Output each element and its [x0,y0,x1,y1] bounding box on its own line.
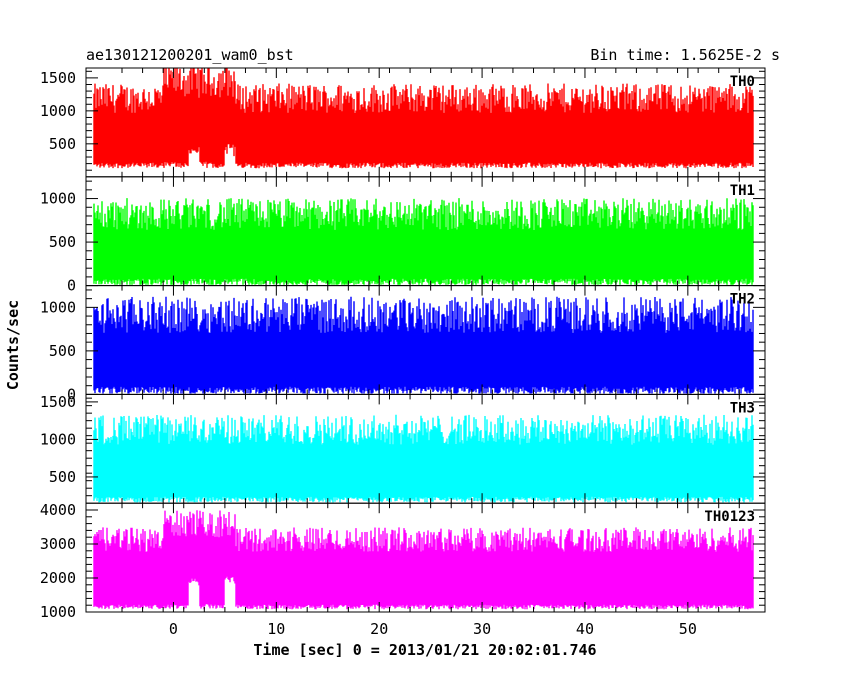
y-tick-label: 500 [49,468,76,486]
y-tick-label: 4000 [40,501,76,519]
x-tick-label: 40 [576,620,594,638]
x-tick-label: 10 [267,620,285,638]
y-tick-label: 0 [67,277,76,295]
y-tick-label: 1000 [40,102,76,120]
x-axis-title: Time [sec] 0 = 2013/01/21 20:02:01.746 [253,641,596,659]
panels-group: 500 1000 1500 TH0 0 500 1000 TH1 0 500 1000 TH2 500 1… [40,67,766,621]
series-th0 [93,68,754,169]
bin-time-label: Bin time: 1.5625E-2 s [590,46,780,64]
y-tick-label: 1500 [40,69,76,87]
y-tick-label: 500 [49,233,76,251]
x-axis: 0 10 20 30 40 50 [169,620,697,638]
y-tick-label: 2000 [40,569,76,587]
y-tick-label: 3000 [40,535,76,553]
x-tick-label: 20 [370,620,388,638]
x-tick-label: 50 [679,620,697,638]
panel-th1: 0 500 1000 TH1 [40,176,766,295]
y-tick-label: 1000 [40,603,76,621]
x-tick-label: 0 [169,620,178,638]
y-axis-title: Counts/sec [4,300,22,390]
series-th1 [93,198,754,285]
panel-th0: 500 1000 1500 TH0 [40,67,766,178]
y-tick-label: 0 [67,385,76,403]
panel-th0123: 1000 2000 3000 4000 TH0123 [40,501,766,621]
y-tick-label: 500 [49,135,76,153]
panel-label-th1: TH1 [730,183,755,199]
panel-label-th2: TH2 [730,292,755,308]
y-tick-label: 1000 [40,190,76,208]
series-th3 [93,414,754,503]
panel-th3: 500 1000 1500 TH3 [40,393,766,504]
panel-label-th3: TH3 [730,400,755,416]
y-tick-label: 1000 [40,298,76,316]
panel-th2: 0 500 1000 TH2 [40,285,766,403]
x-tick-label: 30 [473,620,491,638]
y-tick-label: 500 [49,342,76,360]
y-tick-label: 1000 [40,430,76,448]
panel-label-th0123: TH0123 [704,509,755,525]
series-th0123 [93,510,754,610]
chart-title: ae130121200201_wam0_bst [86,46,294,64]
panel-label-th0: TH0 [730,74,755,90]
y-tick-label: 1500 [40,393,76,411]
series-th2 [93,296,754,394]
